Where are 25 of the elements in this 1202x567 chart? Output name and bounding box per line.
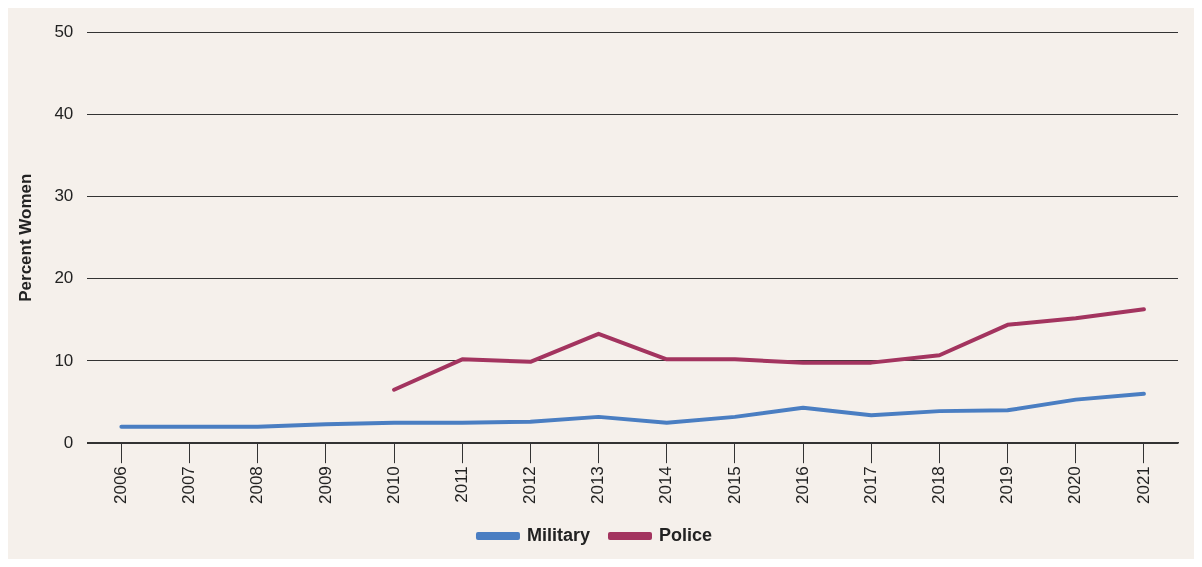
- y-tick-label: 30: [54, 186, 74, 206]
- y-tick-label: 0: [63, 432, 74, 452]
- x-tick-label: 2014: [656, 466, 676, 505]
- y-axis-title: Percent Women: [15, 173, 35, 302]
- x-tick-label: 2007: [179, 466, 199, 505]
- x-tick-label: 2012: [520, 466, 540, 505]
- x-tick-label: 2013: [588, 466, 608, 505]
- x-tick-label: 2006: [111, 466, 131, 505]
- legend-label: Police: [659, 524, 713, 545]
- legend-label: Military: [526, 524, 591, 545]
- x-tick-label: 2019: [997, 466, 1017, 505]
- x-tick-label: 2017: [860, 466, 880, 505]
- x-tick-label: 2011: [451, 466, 471, 503]
- y-tick-label: 50: [54, 21, 74, 41]
- x-tick-label: 2016: [792, 466, 812, 505]
- y-tick-label: 20: [54, 268, 74, 288]
- x-tick-label: 2015: [724, 466, 744, 505]
- x-tick-label: 2010: [383, 466, 403, 505]
- x-tick-label: 2009: [315, 466, 335, 505]
- x-tick-label: 2020: [1065, 466, 1085, 505]
- y-tick-label: 10: [54, 350, 74, 370]
- x-tick-label: 2021: [1133, 466, 1153, 505]
- x-tick-label: 2008: [247, 466, 267, 505]
- y-tick-label: 40: [54, 104, 74, 124]
- x-tick-label: 2018: [929, 466, 949, 505]
